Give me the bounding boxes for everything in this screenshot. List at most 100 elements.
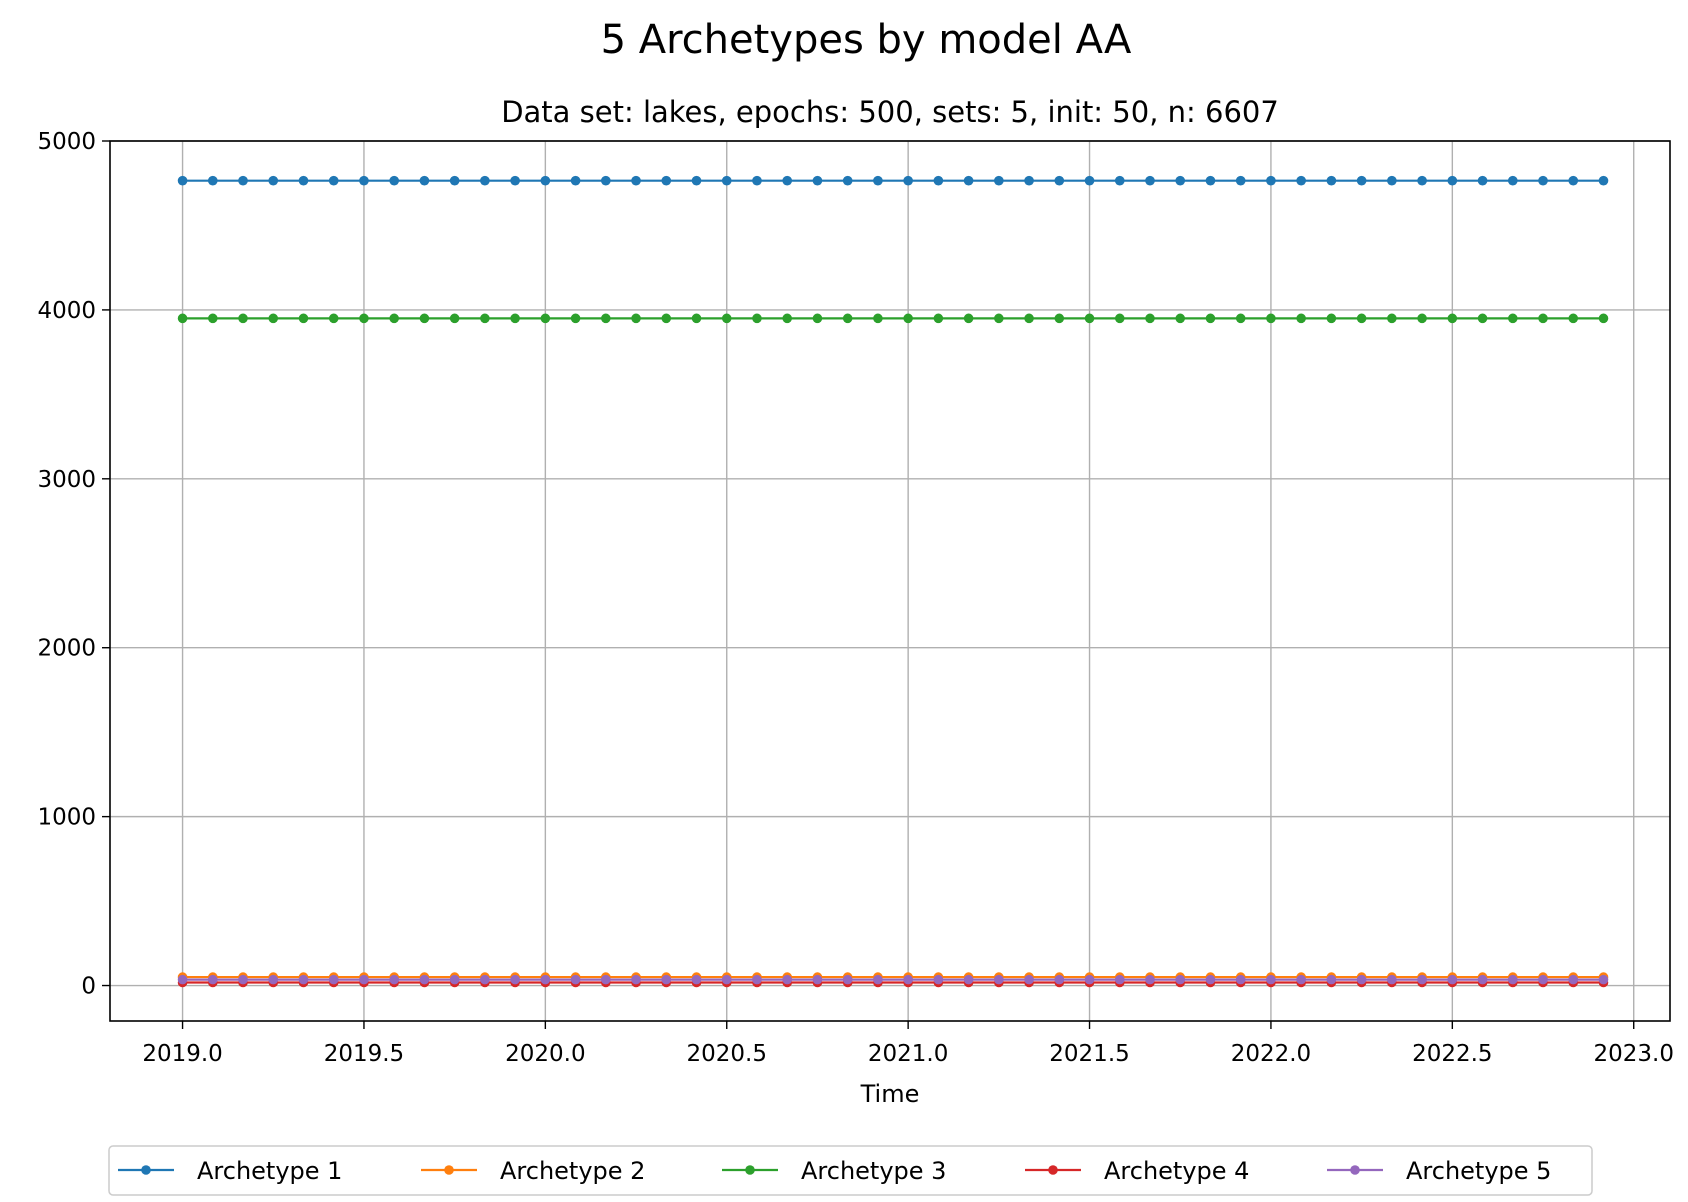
data-point	[721, 175, 732, 186]
y-tick-label: 0	[81, 974, 96, 1000]
x-tick-label: 2020.5	[687, 1041, 767, 1067]
data-point	[1356, 175, 1367, 186]
data-point	[812, 175, 823, 186]
data-point	[540, 175, 551, 186]
data-point	[1326, 175, 1337, 186]
legend-frame	[108, 1145, 1593, 1196]
data-point	[570, 974, 581, 985]
legend-item: Archetype 4	[1025, 1157, 1249, 1185]
data-point	[570, 313, 581, 324]
data-point	[994, 175, 1004, 186]
data-point	[933, 313, 944, 324]
data-point	[540, 313, 551, 324]
data-point	[1054, 974, 1065, 985]
data-point	[631, 974, 641, 985]
data-point	[298, 313, 309, 324]
data-point	[177, 974, 188, 985]
data-point	[782, 313, 793, 324]
data-point	[510, 313, 520, 324]
data-point	[1054, 175, 1065, 186]
data-point	[1568, 175, 1579, 186]
data-point	[1024, 175, 1034, 186]
legend-marker	[444, 1165, 454, 1175]
data-point	[1266, 974, 1276, 985]
x-tick-label: 2022.5	[1412, 1041, 1492, 1067]
data-point	[842, 974, 853, 985]
data-point	[268, 175, 279, 186]
data-point	[480, 974, 490, 985]
data-point	[1507, 974, 1518, 985]
data-point	[1477, 175, 1488, 186]
data-point	[1084, 175, 1095, 186]
data-point	[510, 175, 520, 186]
data-point	[207, 175, 218, 186]
data-point	[1417, 313, 1427, 324]
data-point	[1024, 974, 1034, 985]
x-axis-label: Time	[860, 1080, 920, 1108]
data-point	[963, 974, 974, 985]
data-point	[1235, 974, 1246, 985]
plot-frame	[109, 140, 1671, 1022]
data-point	[1205, 313, 1216, 324]
chart-subtitle: Data set: lakes, epochs: 500, sets: 5, i…	[501, 95, 1279, 129]
data-point	[1084, 313, 1095, 324]
data-point	[1477, 974, 1488, 985]
data-point	[1296, 175, 1306, 186]
data-point	[661, 974, 672, 985]
y-tick-label: 3000	[37, 467, 96, 493]
legend-marker	[141, 1165, 151, 1175]
data-point	[994, 313, 1004, 324]
data-point	[1356, 313, 1367, 324]
data-point	[1568, 313, 1579, 324]
data-point	[873, 974, 883, 985]
data-point	[903, 974, 913, 985]
data-point	[177, 175, 188, 186]
y-axis: 0 1000 2000 3000 4000 5000	[37, 129, 110, 1000]
legend-label: Archetype 3	[801, 1157, 946, 1185]
data-point	[842, 313, 853, 324]
data-point	[1296, 974, 1306, 985]
data-point	[570, 175, 581, 186]
data-point	[238, 175, 248, 186]
data-point	[903, 175, 913, 186]
data-point	[1266, 313, 1276, 324]
data-point	[1114, 974, 1125, 985]
data-point	[963, 175, 974, 186]
data-point	[207, 974, 218, 985]
data-point	[842, 175, 853, 186]
data-point	[1175, 175, 1186, 186]
data-point	[601, 175, 611, 186]
data-point	[389, 175, 399, 186]
data-point	[1205, 175, 1216, 186]
data-point	[389, 313, 399, 324]
data-point	[631, 175, 641, 186]
data-point	[661, 175, 672, 186]
data-point	[1387, 974, 1397, 985]
data-point	[782, 175, 793, 186]
legend: Archetype 1 Archetype 2 Archetype 3 Archety…	[108, 1145, 1593, 1196]
data-point	[449, 313, 460, 324]
data-point	[812, 313, 823, 324]
series-5	[177, 974, 1609, 985]
data-point	[359, 313, 369, 324]
legend-label: Archetype 2	[500, 1157, 645, 1185]
data-point	[601, 974, 611, 985]
series-3	[177, 313, 1609, 324]
data-point	[661, 313, 672, 324]
data-point	[328, 313, 339, 324]
data-point	[721, 974, 732, 985]
data-point	[419, 175, 430, 186]
series-layer	[177, 175, 1609, 988]
data-point	[994, 974, 1004, 985]
data-point	[1598, 175, 1609, 186]
data-point	[449, 974, 460, 985]
y-tick-label: 1000	[37, 805, 96, 831]
data-point	[721, 313, 732, 324]
y-tick-label: 4000	[37, 298, 96, 324]
legend-item: Archetype 1	[118, 1157, 342, 1185]
data-point	[268, 974, 279, 985]
data-point	[1175, 313, 1186, 324]
data-point	[389, 974, 399, 985]
data-point	[691, 175, 702, 186]
y-tick-label: 2000	[37, 636, 96, 662]
